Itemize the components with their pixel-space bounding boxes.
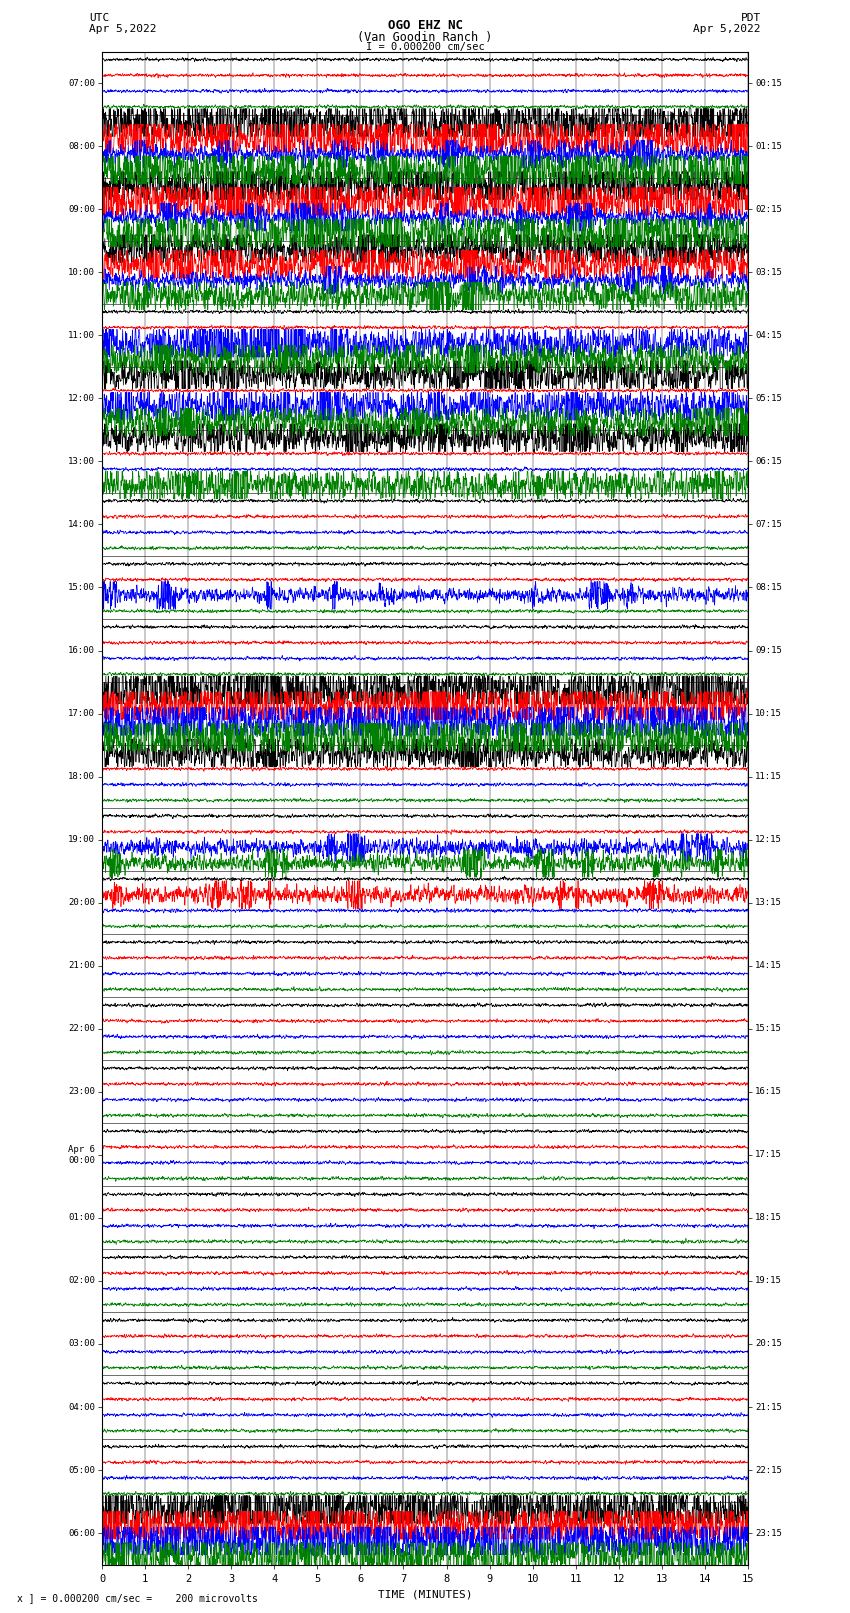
Text: UTC: UTC [89, 13, 110, 23]
Text: x ] = 0.000200 cm/sec =    200 microvolts: x ] = 0.000200 cm/sec = 200 microvolts [17, 1594, 258, 1603]
Text: (Van Goodin Ranch ): (Van Goodin Ranch ) [357, 31, 493, 44]
Text: Apr 5,2022: Apr 5,2022 [89, 24, 156, 34]
Text: PDT: PDT [740, 13, 761, 23]
Text: I = 0.000200 cm/sec: I = 0.000200 cm/sec [366, 42, 484, 52]
Text: OGO EHZ NC: OGO EHZ NC [388, 19, 462, 32]
X-axis label: TIME (MINUTES): TIME (MINUTES) [377, 1589, 473, 1598]
Text: Apr 5,2022: Apr 5,2022 [694, 24, 761, 34]
